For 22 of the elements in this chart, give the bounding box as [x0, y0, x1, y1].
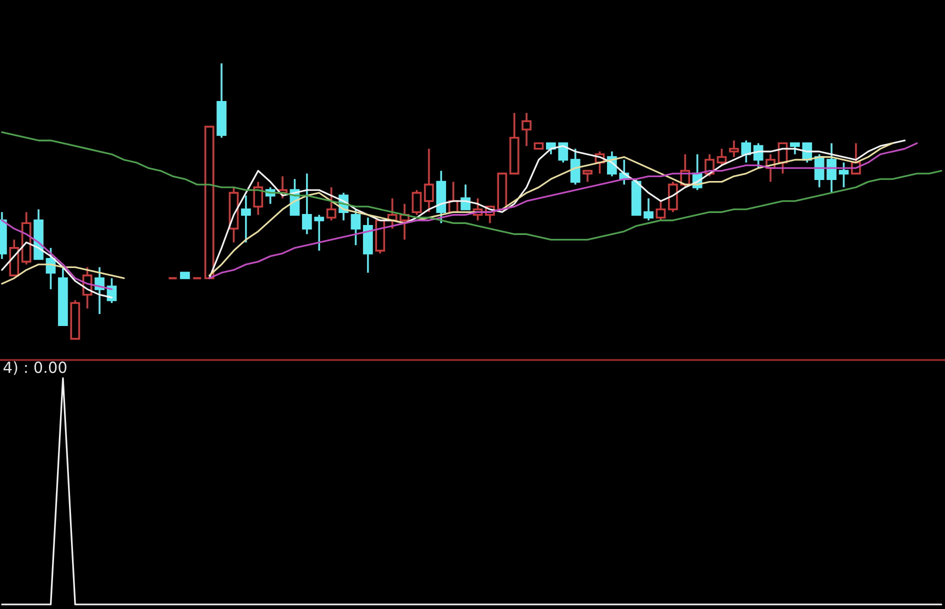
- candlestick: [838, 162, 849, 188]
- candlestick: [522, 112, 532, 147]
- candlestick: [350, 208, 361, 246]
- candlestick: [826, 142, 836, 194]
- candlestick: [582, 170, 592, 183]
- candlestick: [424, 148, 434, 214]
- candlestick: [253, 180, 264, 216]
- candlestick: [241, 194, 251, 244]
- candlestick: [558, 142, 568, 164]
- candlestick: [716, 148, 727, 166]
- candlestick: [741, 140, 752, 164]
- candlestick: [326, 186, 336, 222]
- candlestick: [729, 140, 739, 158]
- candlestick: [302, 172, 312, 236]
- candlestick: [644, 197, 654, 222]
- candlestick: [460, 184, 470, 210]
- candlestick: [412, 189, 422, 216]
- candlestick: [656, 200, 666, 222]
- candlestick: [790, 142, 800, 156]
- candlestick: [570, 148, 580, 186]
- text: 4) : 0.00: [4, 361, 66, 375]
- candlestick: [314, 214, 324, 252]
